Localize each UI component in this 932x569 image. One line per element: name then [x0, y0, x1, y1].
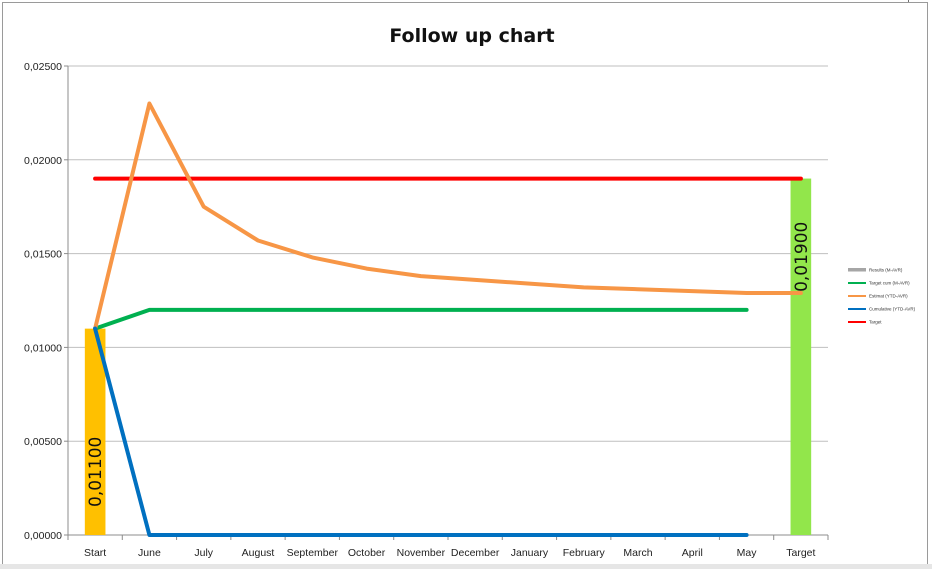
bars	[84, 178, 812, 535]
series-lines	[93, 101, 803, 537]
axes	[64, 65, 829, 540]
legend: Results (M-AVR) Target cum (M-AVR) Estimat…	[848, 268, 916, 325]
legend-label: Cumulative (YTD-AVR)	[869, 307, 916, 312]
gridlines	[68, 65, 828, 442]
bottom-strip	[0, 564, 932, 569]
bar-data-label: 0,01100	[86, 437, 106, 507]
x-tick-label: August	[242, 547, 275, 559]
series-line	[93, 326, 749, 537]
x-tick-label: June	[138, 547, 161, 559]
x-tick-label: April	[682, 547, 703, 559]
x-tick-labels: Start June July August September October Novem…	[84, 547, 815, 559]
legend-label: Target cum (M-AVR)	[869, 281, 910, 286]
x-tick-label: July	[194, 547, 213, 559]
data-labels: 0,01100 0,01900	[86, 222, 812, 507]
x-tick-label: October	[348, 547, 386, 559]
bar	[84, 328, 106, 535]
y-tick-label: 0,01500	[24, 249, 62, 261]
x-tick-label: Target	[786, 547, 815, 559]
legend-label: Results (M-AVR)	[869, 268, 903, 273]
x-tick-label: March	[623, 547, 652, 559]
x-tick-label: Start	[84, 547, 106, 559]
x-tick-label: November	[397, 547, 446, 559]
bar-data-label: 0,01900	[792, 222, 812, 292]
legend-label: Estimat (YTD-AVR)	[869, 294, 908, 299]
x-tick-label: January	[511, 547, 549, 559]
x-tick-label: September	[287, 547, 339, 559]
y-tick-label: 0,00500	[24, 436, 62, 448]
bar	[790, 178, 812, 535]
y-tick-label: 0,02000	[24, 155, 62, 167]
legend-swatch	[848, 268, 866, 272]
series-line	[93, 307, 749, 331]
y-tick-labels: 0,00000 0,00500 0,01000 0,01500 0,02000 0,025…	[24, 61, 62, 542]
y-tick-label: 0,00000	[24, 530, 62, 542]
x-tick-label: February	[563, 547, 606, 559]
legend-label: Target	[869, 320, 882, 325]
series-line	[93, 101, 803, 331]
chart-title: Follow up chart	[389, 25, 554, 47]
x-tick-label: May	[737, 547, 758, 559]
y-tick-label: 0,02500	[24, 61, 62, 73]
y-tick-label: 0,01000	[24, 342, 62, 354]
x-tick-label: December	[451, 547, 500, 559]
